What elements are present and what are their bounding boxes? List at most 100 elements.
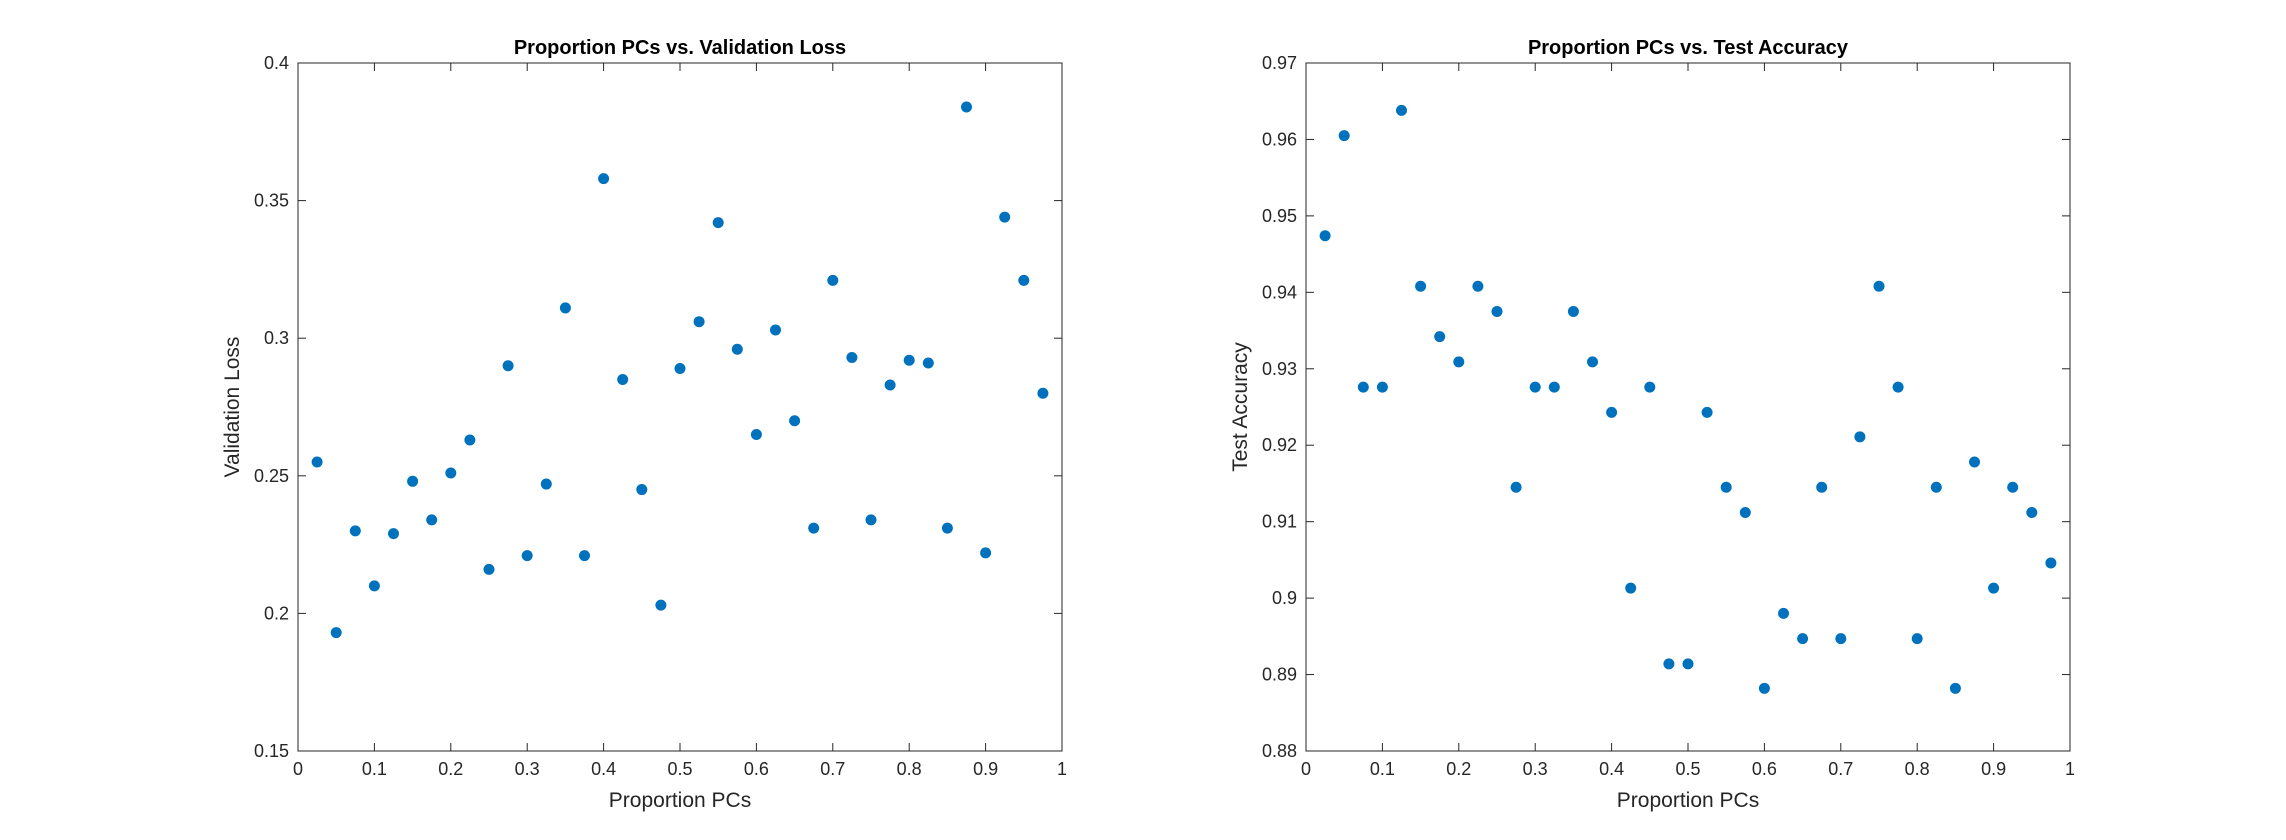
chart-title: Proportion PCs vs. Validation Loss — [514, 37, 846, 59]
data-point — [750, 429, 762, 441]
data-point — [579, 550, 590, 562]
y-tick-label: 0.96 — [1262, 129, 1297, 149]
data-point — [1758, 682, 1770, 694]
data-point — [388, 528, 399, 540]
x-tick-label: 0.2 — [438, 759, 463, 779]
x-tick-label: 1 — [2065, 759, 2075, 779]
x-tick-label: 0.9 — [1981, 759, 2006, 779]
x-tick-label: 0.4 — [1599, 759, 1624, 779]
validation-loss-chart: 0 0.1 0.2 0.3 0.4 0.5 0.6 0.7 0.8 0.9 1 0.15 0.2 0.25… — [221, 37, 1067, 812]
data-point — [655, 599, 667, 611]
data-point — [770, 324, 781, 336]
data-point — [1606, 406, 1618, 418]
y-tick-label: 0.15 — [254, 741, 289, 761]
tick-group: 0 0.1 0.2 0.3 0.4 0.5 0.6 0.7 0.8 0.9 10.880.890.9… — [1262, 53, 2075, 779]
data-point — [1835, 633, 1847, 645]
data-point — [407, 475, 419, 487]
data-point — [559, 302, 571, 314]
y-tick-label: 0.4 — [264, 53, 289, 73]
y-axis-label: Validation Loss — [221, 337, 244, 478]
x-tick-label: 0.5 — [667, 759, 692, 779]
y-tick-label: 0.94 — [1262, 282, 1297, 302]
x-tick-label: 0.6 — [744, 759, 769, 779]
data-point — [502, 360, 514, 372]
data-point — [980, 547, 992, 559]
data-point — [1969, 456, 1980, 468]
data-point — [1873, 280, 1885, 292]
data-point — [2045, 557, 2057, 569]
data-point — [2007, 481, 2019, 493]
x-tick-label: 0 — [1301, 759, 1311, 779]
data-point — [674, 362, 686, 374]
x-axis-label: Proportion PCs — [609, 789, 751, 812]
x-tick-label: 0.5 — [1675, 759, 1700, 779]
data-point — [827, 274, 839, 286]
y-tick-label: 0.95 — [1262, 206, 1297, 226]
data-point — [598, 173, 610, 185]
data-point — [789, 415, 801, 427]
x-tick-label: 0.1 — [1370, 759, 1395, 779]
data-point — [540, 478, 552, 490]
plot-area-frame — [1305, 62, 2071, 752]
data-point — [1587, 356, 1598, 368]
data-point — [1396, 104, 1407, 116]
data-point — [1415, 280, 1427, 292]
data-point — [426, 514, 438, 526]
y-axis-label: Test Accuracy — [1229, 342, 1252, 472]
y-tick-label: 0.89 — [1262, 665, 1297, 685]
data-point — [1739, 506, 1751, 518]
data-point — [999, 211, 1011, 223]
x-tick-label: 0.4 — [591, 759, 616, 779]
data-point — [1816, 481, 1828, 493]
data-point — [617, 373, 629, 385]
data-point — [1701, 406, 1713, 418]
test-accuracy-chart: 0 0.1 0.2 0.3 0.4 0.5 0.6 0.7 0.8 0.9 10.880.890.9… — [1229, 37, 2075, 812]
data-point — [636, 484, 648, 496]
data-point — [1472, 280, 1484, 292]
data-point — [903, 354, 915, 366]
data-point — [1625, 582, 1637, 594]
y-tick-label: 0.97 — [1262, 53, 1297, 73]
x-tick-label: 0 — [293, 759, 303, 779]
data-point — [922, 357, 934, 369]
x-axis-label: Proportion PCs — [1617, 789, 1759, 812]
y-tick-label: 0.2 — [264, 603, 289, 623]
x-tick-label: 0.3 — [515, 759, 540, 779]
x-tick-label: 0.6 — [1752, 759, 1777, 779]
data-point — [1491, 305, 1503, 317]
data-point — [445, 467, 457, 479]
data-point — [483, 563, 495, 575]
data-point — [846, 351, 858, 363]
data-point — [368, 580, 380, 592]
data-points — [311, 101, 1049, 639]
data-point — [1682, 658, 1694, 670]
data-point — [1567, 305, 1579, 317]
data-point — [1854, 431, 1866, 443]
x-tick-label: 1 — [1057, 759, 1067, 779]
data-point — [1376, 381, 1388, 393]
y-tick-label: 0.93 — [1262, 359, 1297, 379]
data-point — [1720, 481, 1732, 493]
data-point — [330, 627, 342, 639]
data-point — [1930, 481, 1942, 493]
y-tick-label: 0.92 — [1262, 435, 1297, 455]
data-point — [349, 525, 361, 537]
data-points — [1319, 104, 2057, 694]
data-point — [1037, 387, 1049, 399]
data-point — [1357, 381, 1369, 393]
data-point — [1949, 682, 1961, 694]
data-point — [1338, 130, 1350, 142]
data-point — [1663, 658, 1675, 670]
y-tick-label: 0.35 — [254, 191, 289, 211]
data-point — [1319, 230, 1331, 242]
data-point — [1644, 381, 1656, 393]
data-point — [521, 550, 533, 562]
data-point — [1510, 481, 1522, 493]
data-point — [731, 343, 743, 355]
data-point — [865, 514, 877, 526]
data-point — [1911, 633, 1923, 645]
data-point — [311, 456, 323, 468]
x-tick-label: 0.9 — [973, 759, 998, 779]
x-tick-label: 0.2 — [1446, 759, 1471, 779]
y-tick-label: 0.25 — [254, 466, 289, 486]
